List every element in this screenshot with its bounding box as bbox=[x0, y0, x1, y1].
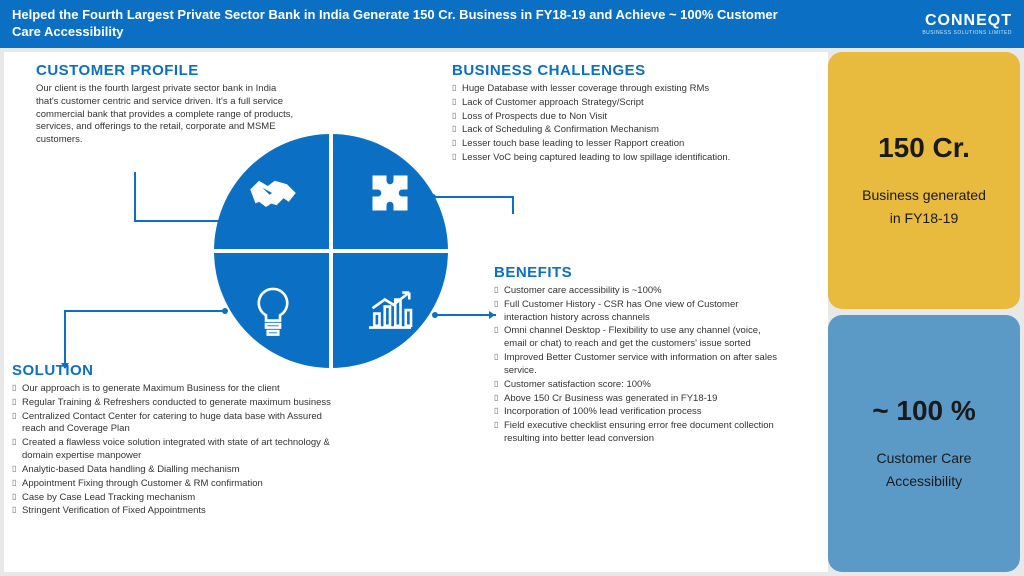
list-item: Analytic-based Data handling & Dialling … bbox=[12, 464, 332, 477]
list-item: Omni channel Desktop - Flexibility to us… bbox=[494, 325, 784, 351]
main-panel: CUSTOMER PROFILE Our client is the fourt… bbox=[4, 52, 828, 572]
content: CUSTOMER PROFILE Our client is the fourt… bbox=[0, 48, 1024, 576]
quadrant-chart bbox=[331, 251, 448, 368]
connector-line bbox=[134, 172, 224, 222]
list-item: Above 150 Cr Business was generated in F… bbox=[494, 393, 784, 406]
handshake-icon bbox=[245, 165, 301, 221]
list-item: Loss of Prospects due to Non Visit bbox=[452, 111, 752, 124]
quadrant-puzzle bbox=[331, 134, 448, 251]
logo: CONNEQT BUSINESS SOLUTIONS LIMITED bbox=[922, 12, 1012, 36]
list-item: Appointment Fixing through Customer & RM… bbox=[12, 478, 332, 491]
list-item: Improved Better Customer service with in… bbox=[494, 352, 784, 378]
connector-line bbox=[436, 314, 496, 316]
list-item: Field executive checklist ensuring error… bbox=[494, 420, 784, 446]
puzzle-icon bbox=[362, 165, 418, 221]
list-item: Customer satisfaction score: 100% bbox=[494, 379, 784, 392]
list-item: Lack of Customer approach Strategy/Scrip… bbox=[452, 97, 752, 110]
logo-text: CONNEQT bbox=[922, 12, 1012, 30]
solution-section: SOLUTION Our approach is to generate Max… bbox=[12, 362, 332, 519]
page-title: Helped the Fourth Largest Private Sector… bbox=[12, 7, 792, 41]
header: Helped the Fourth Largest Private Sector… bbox=[0, 0, 1024, 48]
metric-card-accessibility: ~ 100 % Customer Care Accessibility bbox=[828, 315, 1020, 572]
quadrant-bulb bbox=[214, 251, 331, 368]
metric-label: Customer Care Accessibility bbox=[844, 447, 1004, 492]
circle-bg bbox=[214, 134, 448, 368]
benefits-section: BENEFITS Customer care accessibility is … bbox=[494, 264, 784, 447]
list-item: Stringent Verification of Fixed Appointm… bbox=[12, 505, 332, 518]
metric-value: 150 Cr. bbox=[844, 132, 1004, 164]
business-challenges-section: BUSINESS CHALLENGES Huge Database with l… bbox=[452, 62, 752, 166]
solution-list: Our approach is to generate Maximum Busi… bbox=[12, 383, 332, 518]
list-item: Lesser VoC being captured leading to low… bbox=[452, 152, 752, 165]
metric-value: ~ 100 % bbox=[844, 395, 1004, 427]
growth-chart-icon bbox=[362, 282, 418, 338]
list-item: Centralized Contact Center for catering … bbox=[12, 411, 332, 437]
connector-line bbox=[434, 196, 514, 198]
section-heading: CUSTOMER PROFILE bbox=[36, 62, 296, 79]
list-item: Full Customer History - CSR has One view… bbox=[494, 299, 784, 325]
challenges-list: Huge Database with lesser coverage throu… bbox=[452, 83, 752, 165]
list-item: Incorporation of 100% lead verification … bbox=[494, 406, 784, 419]
list-item: Regular Training & Refreshers conducted … bbox=[12, 397, 332, 410]
center-diagram bbox=[214, 134, 448, 368]
list-item: Lack of Scheduling & Confirmation Mechan… bbox=[452, 124, 752, 137]
section-heading: BUSINESS CHALLENGES bbox=[452, 62, 752, 79]
list-item: Lesser touch base leading to lesser Rapp… bbox=[452, 138, 752, 151]
logo-subtitle: BUSINESS SOLUTIONS LIMITED bbox=[922, 30, 1012, 36]
list-item: Created a flawless voice solution integr… bbox=[12, 437, 332, 463]
connector-line bbox=[64, 310, 224, 368]
metric-card-revenue: 150 Cr. Business generated in FY18-19 bbox=[828, 52, 1020, 309]
list-item: Our approach is to generate Maximum Busi… bbox=[12, 383, 332, 396]
list-item: Huge Database with lesser coverage throu… bbox=[452, 83, 752, 96]
quadrant-handshake bbox=[214, 134, 331, 251]
benefits-list: Customer care accessibility is ~100%Full… bbox=[494, 285, 784, 446]
section-heading: BENEFITS bbox=[494, 264, 784, 281]
list-item: Customer care accessibility is ~100% bbox=[494, 285, 784, 298]
metrics-sidebar: 150 Cr. Business generated in FY18-19 ~ … bbox=[828, 48, 1024, 576]
lightbulb-icon bbox=[245, 282, 301, 338]
metric-label: Business generated in FY18-19 bbox=[844, 184, 1004, 229]
list-item: Case by Case Lead Tracking mechanism bbox=[12, 492, 332, 505]
